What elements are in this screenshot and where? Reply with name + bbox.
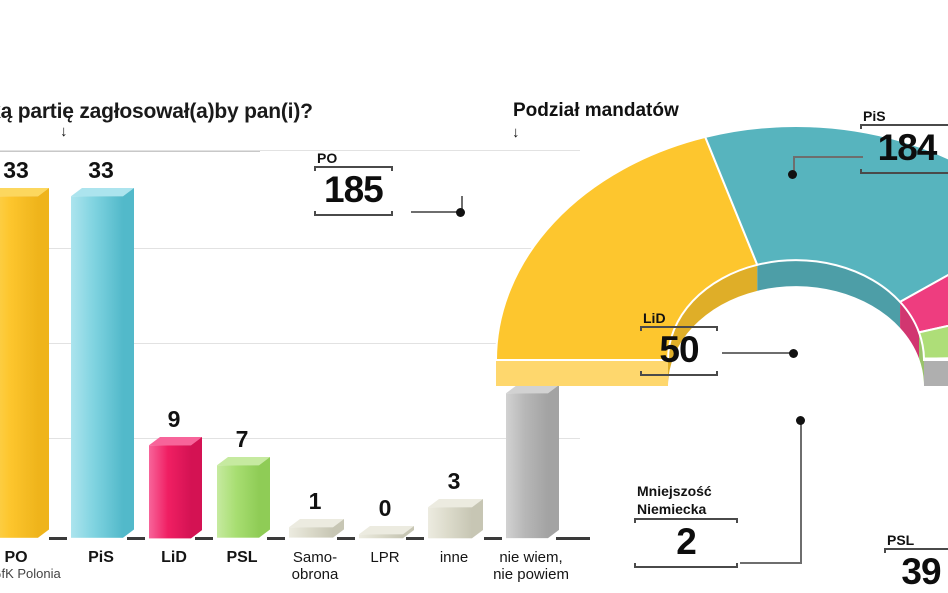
callout-mn-value: 2 — [676, 521, 697, 562]
gridline — [0, 343, 580, 344]
category-label-lid: LiD — [161, 549, 187, 566]
callout-lid-box: 50 — [640, 326, 718, 376]
callout-lid-value: 50 — [659, 329, 699, 370]
seat-distribution-fan — [494, 125, 948, 386]
axis-tick — [127, 537, 145, 540]
fan-slice-inner-side — [919, 332, 924, 385]
axis-tick — [49, 537, 67, 540]
callout-mniejszosc: Mniejszość Niemiecka 2 — [634, 482, 738, 568]
bar-lid — [149, 436, 202, 541]
category-label-po: PO — [4, 549, 28, 566]
callout-po-box: 185 — [314, 166, 393, 216]
bar-value-label: 7 — [235, 426, 249, 453]
anchor-dot-lid — [789, 349, 798, 358]
bar-samo--obrona — [289, 519, 344, 540]
callout-mn-name2: Niemiecka — [637, 501, 707, 517]
axis-tick — [267, 537, 285, 540]
bar-value-label: 1 — [308, 488, 322, 515]
seats-title: Podział mandatów — [513, 100, 679, 121]
leader-line-pis — [795, 156, 863, 158]
down-arrow-icon-2: ↓ — [512, 124, 520, 141]
fan-slice-po — [494, 135, 759, 361]
category-label-inne: inne — [439, 549, 469, 566]
callout-mn-box: 2 — [634, 518, 738, 568]
leader-line-po — [411, 211, 463, 213]
bar-psl — [217, 457, 270, 540]
callout-po-name: PO — [317, 150, 338, 166]
bar-value-label: 33 — [88, 157, 114, 184]
callout-lid-name: LiD — [643, 310, 666, 326]
category-label-pis: PiS — [88, 549, 114, 566]
category-label-samo: Samo-obrona — [291, 549, 339, 583]
axis-tick — [484, 537, 502, 540]
callout-pis-name: PiS — [863, 108, 886, 124]
leader-line-po-v — [461, 196, 463, 213]
leader-line-lid — [722, 352, 794, 354]
leader-line-mn — [740, 562, 802, 564]
anchor-dot-mn — [796, 416, 805, 425]
callout-lid: LiD 50 — [640, 310, 718, 376]
fan-slice-pis — [703, 125, 948, 304]
axis-tick — [406, 537, 424, 540]
fan-slice-endcap — [924, 360, 948, 386]
fan-slice-endcap — [496, 360, 668, 386]
callout-po: PO 185 — [314, 150, 393, 216]
fan-slice-inner-side — [757, 260, 901, 328]
gridline — [0, 438, 580, 439]
callout-psl-box: 39 — [884, 548, 948, 593]
callout-pis-value: 184 — [877, 127, 938, 168]
callout-psl-name: PSL — [887, 532, 915, 548]
fan-slice-inner-side — [900, 301, 920, 359]
fan-slice-inner-side — [668, 264, 758, 386]
bar-inne — [428, 498, 483, 541]
bar-pis — [71, 188, 134, 541]
anchor-dot-po — [456, 208, 465, 217]
down-arrow-icon: ↓ — [60, 123, 68, 140]
leader-line-pis-v — [793, 156, 795, 174]
anchor-dot-pis — [788, 170, 797, 179]
title-divider — [0, 150, 260, 152]
gridline — [0, 248, 580, 249]
bar-value-label: 3 — [447, 467, 461, 494]
axis-tick — [337, 537, 355, 540]
bar-lpr — [359, 525, 414, 541]
callout-po-value: 185 — [324, 169, 384, 210]
callout-psl: PSL 39 — [884, 532, 948, 593]
poll-title: jaką partię zagłosował(a)by pan(i)? — [0, 100, 313, 123]
fan-slice-mniejszość — [922, 357, 948, 361]
callout-psl-value: 39 — [901, 551, 941, 592]
callout-mn-name: Mniejszość — [637, 483, 712, 499]
category-label-lpr: LPR — [370, 549, 400, 566]
fan-slice-psl — [917, 324, 948, 360]
category-label-niewiem: nie wiem, nie powiem — [493, 549, 569, 583]
axis-tick — [556, 537, 590, 540]
fan-slice-lid — [898, 273, 948, 334]
bar-nie-wiem--nie-powiem — [506, 384, 559, 541]
bar-value-label: 9 — [167, 405, 181, 432]
callout-pis-box: 184 — [860, 124, 948, 174]
bar-value-label: 0 — [378, 494, 392, 521]
gridline — [0, 150, 580, 151]
axis-tick — [195, 537, 213, 540]
leader-line-mn-v — [800, 424, 802, 564]
bar-value-label: 33 — [3, 157, 29, 184]
category-label-psl: PSL — [226, 549, 258, 566]
callout-pis: PiS 184 — [860, 108, 948, 174]
bar-po — [0, 188, 49, 541]
source-note: ło: GfK Polonia — [0, 566, 61, 581]
